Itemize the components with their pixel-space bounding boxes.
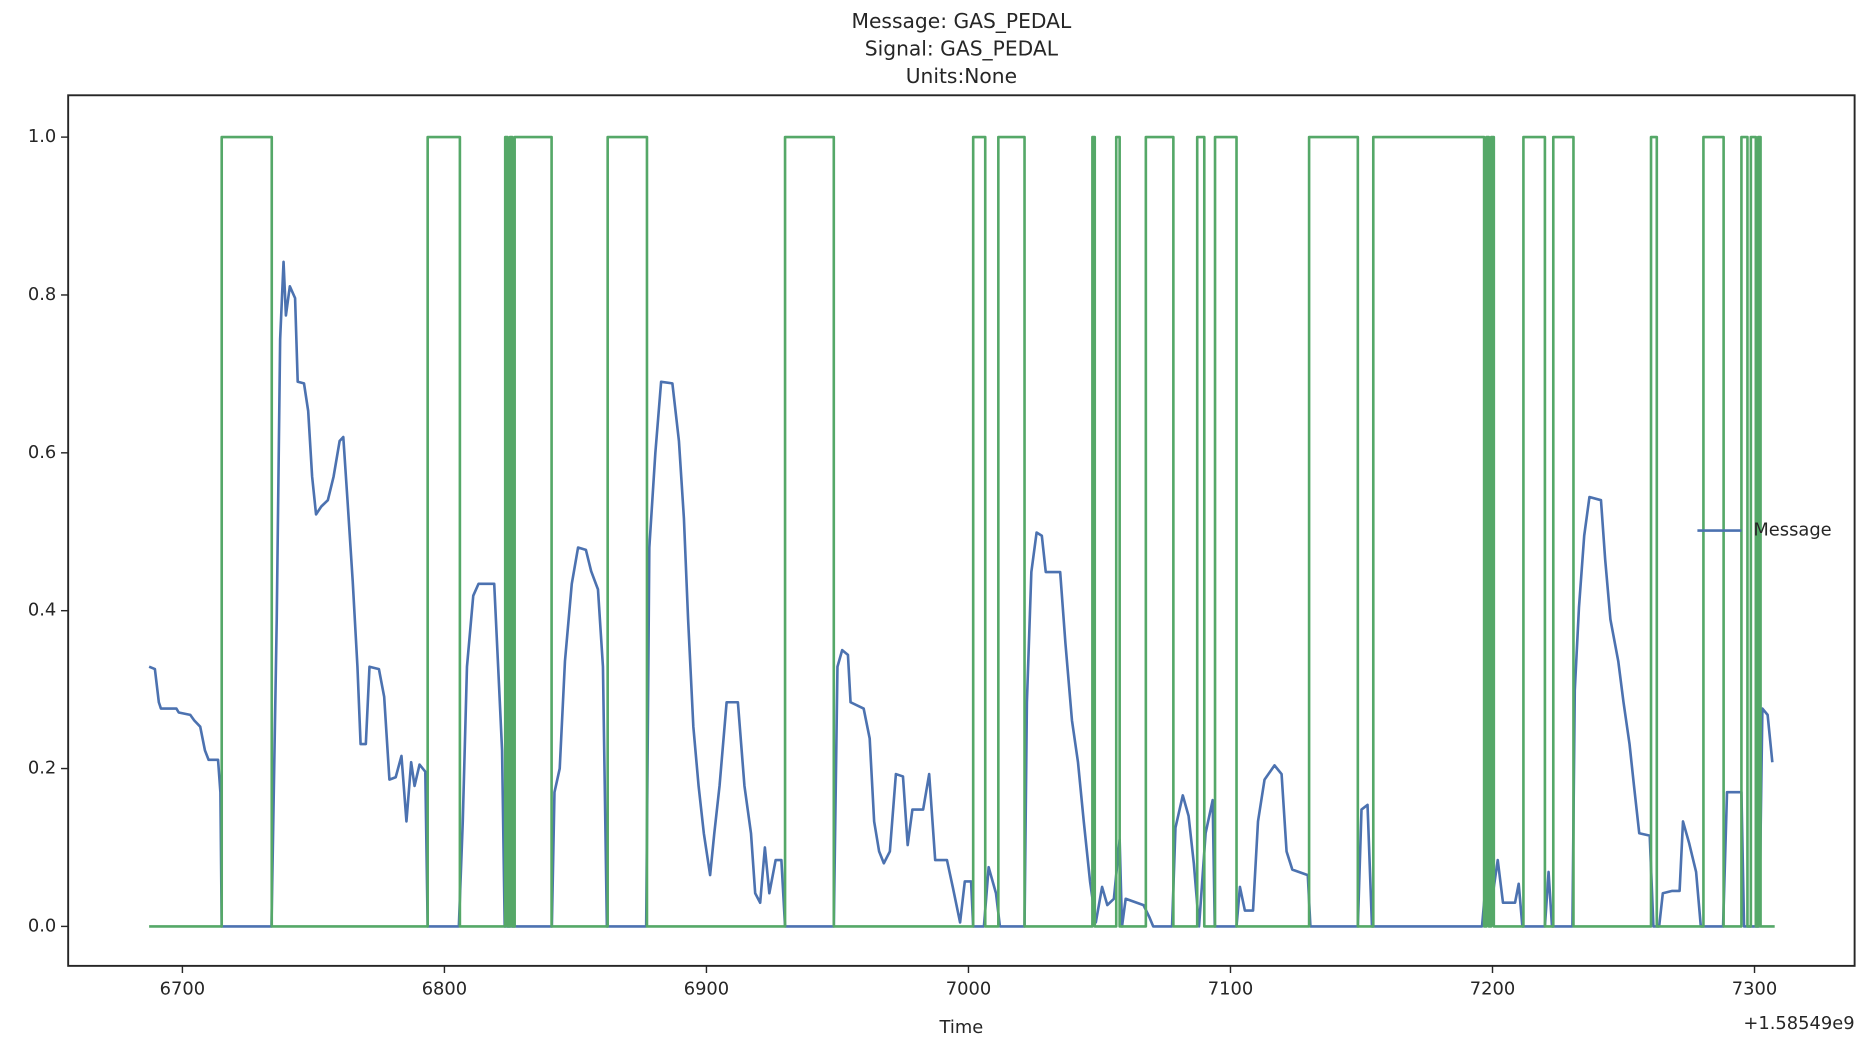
series-line (149, 135, 1775, 928)
y-tick-label: 0.4 (28, 600, 56, 621)
x-tick-label: 7000 (946, 979, 991, 1000)
chart-title: Units:None (906, 64, 1017, 88)
x-tick-label: 7100 (1208, 979, 1253, 1000)
legend-label: Message (1753, 520, 1831, 541)
x-axis-label: Time (939, 1017, 984, 1038)
y-tick-label: 0.6 (28, 442, 56, 463)
chart-title: Message: GAS_PEDAL (852, 9, 1072, 33)
plot-frame (67, 94, 1856, 967)
y-tick-label: 0.0 (28, 915, 56, 936)
chart-title: Signal: GAS_PEDAL (865, 37, 1059, 61)
x-offset-label: +1.58549e9 (1743, 1013, 1854, 1034)
y-tick-label: 0.8 (28, 284, 56, 305)
y-tick-label: 0.2 (28, 758, 56, 779)
x-tick-label: 6900 (684, 979, 729, 1000)
series-line (148, 260, 1774, 928)
x-tick-label: 6700 (160, 979, 205, 1000)
x-tick-label: 7200 (1470, 979, 1515, 1000)
x-tick-label: 7300 (1732, 979, 1777, 1000)
y-tick-label: 1.0 (28, 126, 56, 147)
x-tick-label: 6800 (422, 979, 467, 1000)
